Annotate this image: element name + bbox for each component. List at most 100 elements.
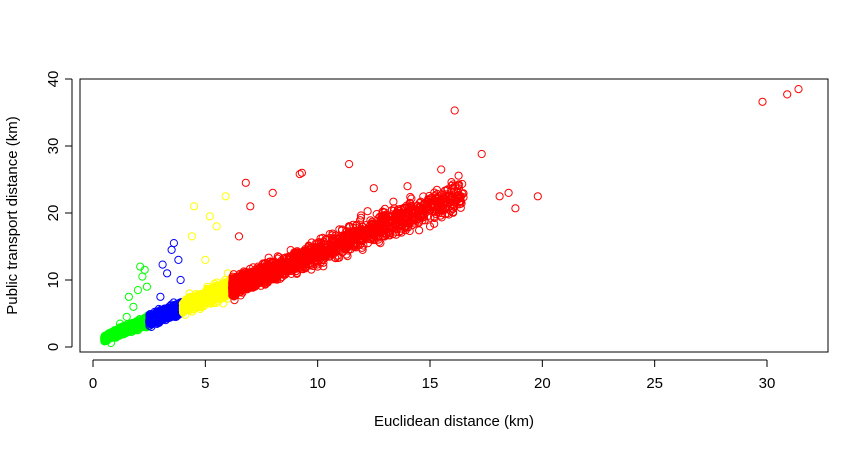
data-point (249, 272, 258, 281)
data-point (112, 330, 121, 339)
data-point (171, 301, 180, 310)
data-point (187, 232, 196, 241)
data-point (295, 170, 304, 179)
data-point (172, 312, 181, 321)
data-point (346, 245, 355, 254)
data-point (269, 272, 278, 281)
data-point (322, 235, 331, 244)
data-point (326, 243, 335, 252)
data-point (406, 192, 415, 202)
data-point (533, 192, 542, 201)
data-point (315, 255, 324, 264)
data-point (103, 331, 112, 340)
y-tick-label: 40 (45, 71, 62, 88)
data-point (304, 241, 313, 250)
data-point (133, 322, 142, 331)
data-point (458, 179, 467, 189)
data-point (363, 227, 372, 236)
data-point (206, 295, 215, 304)
data-point (115, 319, 125, 328)
x-tick-label: 30 (759, 375, 776, 392)
data-point (246, 202, 255, 211)
data-point (425, 222, 435, 231)
data-point (415, 226, 424, 235)
data-point (129, 302, 138, 311)
data-point (369, 184, 378, 193)
data-point (277, 260, 286, 269)
x-axis-label: Euclidean distance (km) (374, 413, 534, 430)
data-point (511, 204, 520, 213)
data-point (305, 256, 314, 265)
data-point (379, 212, 388, 221)
data-point (174, 255, 183, 264)
x-tick-label: 5 (201, 375, 209, 392)
data-point (210, 279, 219, 288)
y-tick-label: 10 (45, 272, 62, 289)
data-point (142, 282, 151, 291)
data-point (437, 165, 446, 174)
data-point (389, 197, 398, 206)
data-point (355, 237, 364, 246)
y-tick-label: 0 (45, 343, 62, 351)
data-point (265, 267, 274, 277)
data-point (229, 278, 238, 287)
x-tick-label: 10 (309, 375, 326, 392)
data-point (408, 209, 417, 218)
data-point (193, 296, 202, 305)
data-point (407, 202, 416, 211)
x-axis: 0 5 10 15 20 25 30 (89, 359, 776, 392)
data-point (449, 200, 459, 209)
data-point (180, 299, 189, 308)
data-point (111, 327, 120, 336)
data-point (228, 286, 237, 295)
data-point (358, 245, 367, 254)
data-point (413, 215, 422, 224)
data-point (376, 223, 385, 232)
data-point (273, 260, 282, 269)
data-point (247, 274, 256, 283)
data-point (301, 255, 310, 264)
data-point (133, 286, 142, 295)
data-point (374, 235, 383, 244)
data-point (454, 180, 463, 189)
data-point (437, 190, 446, 199)
data-point (410, 215, 419, 224)
data-point (378, 207, 387, 216)
data-point (354, 232, 363, 241)
data-point (356, 211, 366, 220)
data-point (169, 239, 178, 248)
data-point (219, 289, 228, 298)
data-point (313, 262, 322, 271)
data-point (450, 106, 459, 115)
data-point (758, 97, 767, 106)
data-point (332, 233, 341, 242)
data-point (441, 191, 450, 201)
x-tick-label: 15 (422, 375, 439, 392)
data-point (319, 262, 328, 271)
data-point (338, 225, 347, 234)
data-point (438, 203, 447, 212)
data-point (455, 191, 464, 200)
data-point (335, 253, 344, 262)
data-point (391, 213, 400, 222)
data-point (194, 297, 203, 306)
data-point (391, 219, 400, 228)
data-point (146, 313, 156, 322)
data-point (265, 271, 274, 281)
data-point (111, 329, 120, 338)
data-point (349, 240, 358, 249)
data-point (124, 325, 134, 334)
data-point (138, 272, 147, 281)
data-point (211, 288, 220, 297)
data-point (314, 242, 324, 251)
data-point (298, 260, 307, 269)
y-tick-label: 20 (45, 205, 62, 222)
data-point (106, 338, 116, 348)
data-point (405, 226, 414, 236)
y-tick-label: 30 (45, 138, 62, 155)
data-point (151, 309, 160, 318)
data-point (238, 283, 247, 292)
data-point (163, 269, 172, 278)
data-point (212, 222, 221, 231)
